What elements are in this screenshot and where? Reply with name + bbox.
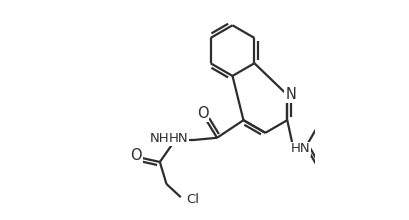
Text: HN: HN bbox=[290, 142, 310, 155]
Text: HN: HN bbox=[169, 132, 188, 145]
Text: O: O bbox=[130, 148, 142, 163]
Text: O: O bbox=[196, 106, 208, 121]
Text: NH: NH bbox=[150, 132, 169, 145]
Text: Cl: Cl bbox=[186, 193, 199, 206]
Text: N: N bbox=[284, 87, 295, 102]
